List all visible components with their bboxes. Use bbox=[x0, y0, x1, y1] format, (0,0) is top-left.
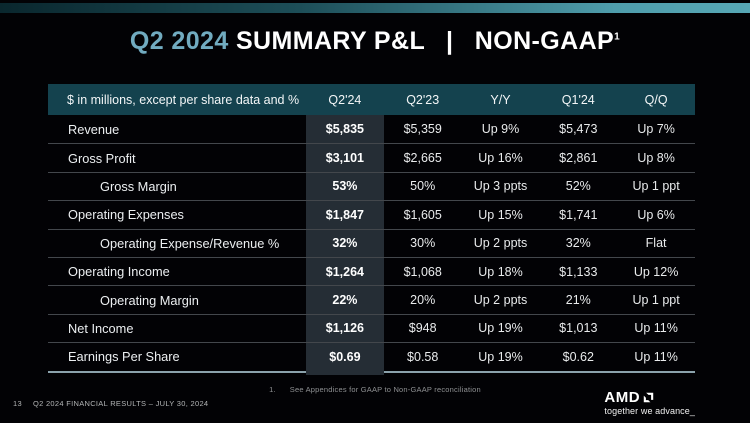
row-value-qq: Up 1 ppt bbox=[632, 179, 680, 194]
column-header-q124: Q1'24 bbox=[561, 92, 595, 107]
row-value-q124: $1,133 bbox=[559, 264, 598, 279]
row-value-q223: $948 bbox=[408, 321, 437, 336]
title-quarter: Q2 2024 bbox=[129, 27, 229, 55]
table-header-units-label: $ in millions, except per share data and… bbox=[67, 92, 300, 107]
row-value-yy: Up 2 ppts bbox=[473, 293, 528, 308]
row-value-q224: $5,835 bbox=[325, 122, 365, 137]
row-label: Gross Margin bbox=[100, 178, 177, 194]
table-header-row: $ in millions, except per share data and… bbox=[48, 84, 695, 115]
row-value-q224: $1,847 bbox=[325, 207, 365, 222]
row-value-yy: Up 19% bbox=[478, 349, 523, 364]
row-value-q224: $3,101 bbox=[325, 151, 365, 166]
row-value-q124: $2,861 bbox=[559, 151, 598, 166]
table-row-net-income: Net Income $1,126 $948 Up 19% $1,013 Up … bbox=[48, 313, 695, 342]
amd-arrow-icon bbox=[643, 392, 654, 403]
table-body: Revenue $5,835 $5,359 Up 9% $5,473 Up 7%… bbox=[48, 115, 695, 375]
row-label: Operating Expenses bbox=[68, 207, 184, 223]
row-value-q223: 30% bbox=[410, 236, 436, 251]
row-label: Revenue bbox=[68, 121, 120, 137]
row-value-qq: Up 8% bbox=[637, 151, 675, 166]
table-row-revenue: Revenue $5,835 $5,359 Up 9% $5,473 Up 7% bbox=[48, 115, 695, 143]
top-accent-bar bbox=[0, 3, 750, 13]
row-value-yy: Up 19% bbox=[478, 321, 523, 336]
row-label: Operating Expense/Revenue % bbox=[100, 235, 280, 251]
row-value-q224: $1,126 bbox=[325, 321, 365, 336]
column-header-q224: Q2'24 bbox=[328, 92, 362, 107]
column-header-yy: Y/Y bbox=[490, 92, 511, 107]
row-value-yy: Up 15% bbox=[478, 207, 523, 222]
row-value-q224: 32% bbox=[332, 236, 358, 251]
row-value-yy: Up 9% bbox=[481, 122, 520, 137]
row-value-q223: $0.58 bbox=[407, 349, 439, 364]
row-value-yy: Up 3 ppts bbox=[473, 179, 528, 194]
row-label: Operating Margin bbox=[100, 292, 199, 308]
table-row-gross-margin: Gross Margin 53% 50% Up 3 ppts 52% Up 1 … bbox=[48, 171, 695, 200]
row-value-q224: 53% bbox=[332, 179, 358, 194]
footer-deck-title: Q2 2024 FINANCIAL RESULTS – JULY 30, 202… bbox=[32, 399, 209, 408]
row-value-yy: Up 16% bbox=[478, 151, 523, 166]
page-title: Q2 2024 SUMMARY P&L | NON-GAAP1 bbox=[0, 27, 750, 56]
row-label: Earnings Per Share bbox=[68, 349, 180, 365]
title-suffix: NON-GAAP bbox=[474, 27, 615, 55]
row-value-q124: $5,473 bbox=[559, 122, 598, 137]
row-value-qq: Up 11% bbox=[634, 349, 678, 364]
row-value-q223: $1,068 bbox=[403, 264, 442, 279]
row-value-qq: Up 11% bbox=[634, 321, 678, 336]
row-value-qq: Up 7% bbox=[637, 122, 675, 137]
amd-logo-text: AMD bbox=[604, 389, 641, 406]
row-label: Gross Profit bbox=[68, 150, 136, 166]
row-value-yy: Up 18% bbox=[478, 264, 523, 279]
title-separator: | bbox=[446, 27, 454, 55]
column-header-q223: Q2'23 bbox=[406, 92, 440, 107]
table-row-eps: Earnings Per Share $0.69 $0.58 Up 19% $0… bbox=[48, 342, 695, 370]
q224-column-highlight bbox=[306, 115, 384, 375]
table-row-gross-profit: Gross Profit $3,101 $2,665 Up 16% $2,861… bbox=[48, 143, 695, 171]
footnote-text: See Appendices for GAAP to Non-GAAP reco… bbox=[289, 385, 481, 394]
footnote: 1. See Appendices for GAAP to Non-GAAP re… bbox=[0, 385, 750, 394]
row-value-q224: $0.69 bbox=[329, 349, 361, 364]
row-value-q124: 21% bbox=[565, 293, 591, 308]
footnote-marker: 1. bbox=[269, 385, 276, 394]
title-footnote-ref: 1 bbox=[614, 31, 621, 43]
row-value-qq: Up 12% bbox=[633, 264, 679, 279]
row-value-q124: $1,013 bbox=[559, 321, 598, 336]
row-value-qq: Up 1 ppt bbox=[632, 293, 680, 308]
table-row-operating-margin: Operating Margin 22% 20% Up 2 ppts 21% U… bbox=[48, 285, 695, 313]
row-value-q224: $1,264 bbox=[325, 264, 365, 279]
pnl-table: $ in millions, except per share data and… bbox=[48, 84, 695, 375]
row-value-q224: 22% bbox=[332, 293, 358, 308]
row-value-q124: $0.62 bbox=[562, 349, 594, 364]
row-value-q223: $2,665 bbox=[403, 151, 442, 166]
table-row-opex-revenue-pct: Operating Expense/Revenue % 32% 30% Up 2… bbox=[48, 228, 695, 257]
row-label: Operating Income bbox=[68, 264, 170, 280]
row-value-q124: $1,741 bbox=[559, 207, 598, 222]
column-header-qq: Q/Q bbox=[644, 92, 668, 107]
title-main: SUMMARY P&L bbox=[235, 27, 425, 55]
row-value-q223: 20% bbox=[410, 293, 436, 308]
amd-brand-block: AMD together we advance_ bbox=[604, 390, 695, 416]
row-value-q223: $1,605 bbox=[403, 207, 442, 222]
row-value-q223: 50% bbox=[410, 179, 436, 194]
row-value-q223: $5,359 bbox=[403, 122, 442, 137]
row-value-qq: Flat bbox=[645, 236, 667, 251]
page-number: 13 bbox=[13, 399, 22, 408]
footer: 13 Q2 2024 FINANCIAL RESULTS – JULY 30, 2… bbox=[13, 399, 208, 408]
row-value-q124: 32% bbox=[565, 236, 591, 251]
amd-tagline: together we advance_ bbox=[604, 406, 695, 416]
row-value-qq: Up 6% bbox=[637, 207, 675, 222]
row-label: Net Income bbox=[68, 320, 134, 336]
row-value-q124: 52% bbox=[565, 179, 591, 194]
table-row-operating-income: Operating Income $1,264 $1,068 Up 18% $1… bbox=[48, 256, 695, 285]
row-value-yy: Up 2 ppts bbox=[473, 236, 528, 251]
table-row-operating-expenses: Operating Expenses $1,847 $1,605 Up 15% … bbox=[48, 200, 695, 228]
